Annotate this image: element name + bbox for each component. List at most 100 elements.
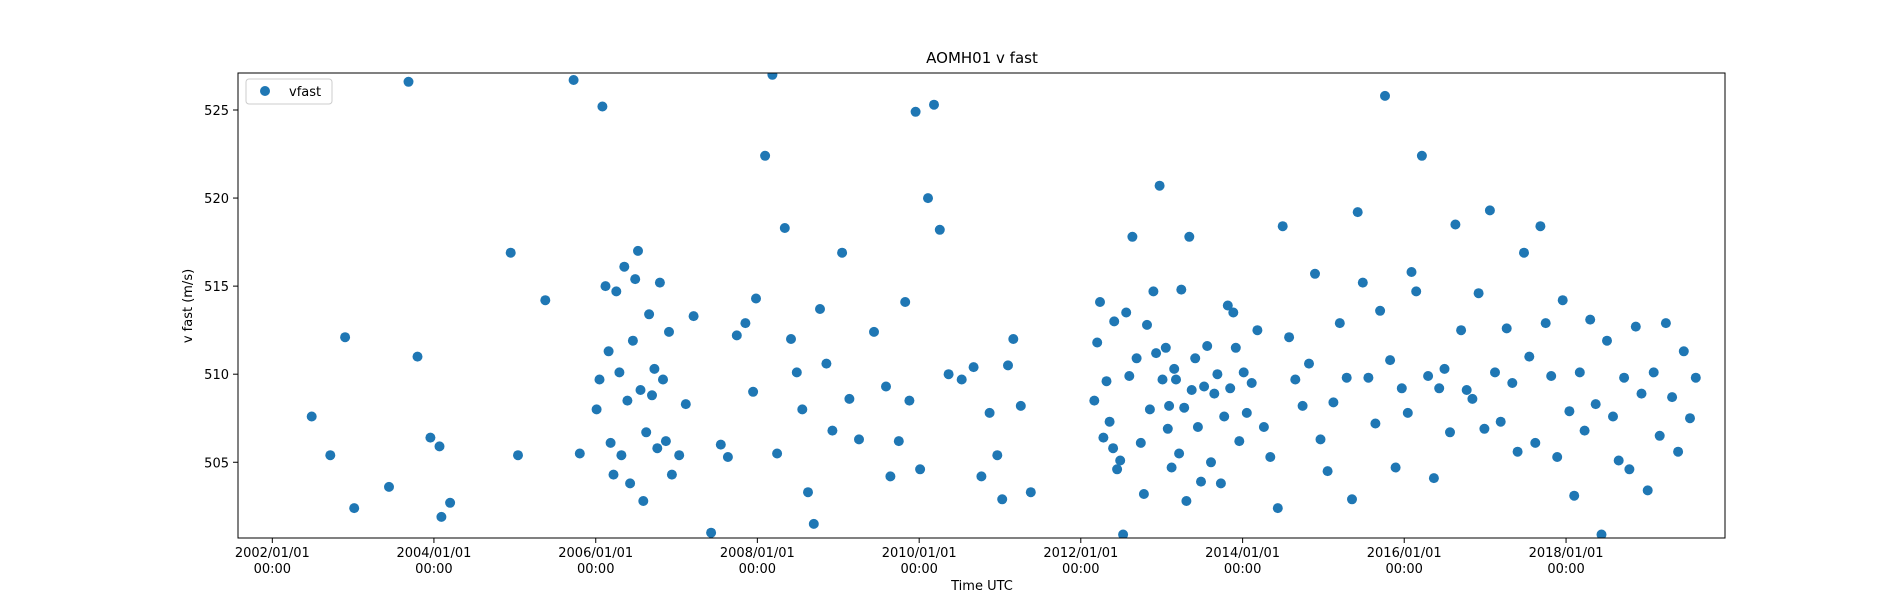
data-point — [1535, 221, 1546, 232]
data-point — [821, 358, 832, 369]
data-point — [1166, 462, 1177, 473]
data-point — [1225, 383, 1236, 394]
data-point — [997, 494, 1008, 505]
data-point — [1569, 490, 1580, 501]
data-point — [630, 274, 641, 285]
data-point — [403, 76, 414, 87]
data-point — [1501, 323, 1512, 334]
data-point — [1375, 305, 1386, 316]
data-point — [1495, 416, 1506, 427]
data-point — [772, 448, 783, 459]
x-tick-label: 2002/01/01 00:00 — [235, 546, 310, 577]
data-point — [1390, 462, 1401, 473]
data-point — [674, 450, 685, 461]
data-point — [594, 374, 605, 385]
data-point — [786, 334, 796, 344]
data-point — [1138, 489, 1149, 499]
data-point — [1423, 371, 1434, 381]
data-point — [649, 363, 660, 374]
data-point — [633, 245, 643, 256]
data-point — [1304, 358, 1314, 369]
x-tick-label: 2016/01/01 00:00 — [1367, 546, 1442, 577]
data-point — [1660, 318, 1671, 329]
data-point — [1104, 416, 1115, 427]
data-point — [505, 247, 516, 258]
data-point — [1439, 363, 1450, 374]
data-point — [603, 346, 614, 357]
data-point — [688, 311, 699, 322]
data-point — [1685, 413, 1695, 424]
data-point — [1507, 378, 1518, 388]
data-point — [1642, 485, 1653, 496]
data-point — [904, 395, 915, 406]
data-point — [680, 399, 691, 410]
data-point — [658, 374, 668, 385]
data-point — [1265, 452, 1276, 462]
legend-label: vfast — [289, 85, 321, 100]
data-point — [910, 106, 921, 117]
x-axis-label: Time UTC — [950, 579, 1013, 594]
data-point — [1179, 402, 1190, 413]
data-point — [1380, 90, 1390, 101]
data-point — [1654, 430, 1665, 441]
data-point — [306, 411, 317, 422]
data-point — [1181, 496, 1192, 506]
data-point — [722, 452, 733, 462]
data-point — [1202, 341, 1213, 351]
legend: vfast — [245, 78, 333, 105]
y-tick-label: 510 — [204, 368, 229, 383]
data-point — [1352, 207, 1363, 218]
data-point — [1602, 335, 1612, 346]
data-point — [1579, 425, 1590, 436]
data-point — [513, 450, 523, 461]
data-point — [434, 441, 445, 452]
x-tick-label: 2008/01/01 00:00 — [720, 546, 795, 577]
data-point — [915, 464, 926, 475]
data-point — [797, 404, 808, 415]
data-point — [1238, 367, 1249, 378]
data-point — [808, 518, 819, 529]
data-point — [1272, 503, 1283, 514]
data-point — [635, 385, 646, 395]
data-point — [885, 471, 896, 482]
data-point — [666, 469, 677, 480]
data-point — [1557, 295, 1568, 306]
data-point — [1176, 284, 1187, 295]
data-point — [568, 75, 579, 85]
data-point — [1490, 367, 1500, 378]
data-point — [574, 448, 585, 459]
data-point — [1098, 432, 1109, 443]
x-tick-label: 2012/01/01 00:00 — [1043, 546, 1118, 577]
data-point — [1564, 406, 1575, 417]
data-point — [956, 374, 967, 385]
data-point — [1112, 464, 1123, 475]
data-point — [1546, 371, 1557, 381]
data-point — [1357, 277, 1368, 288]
data-point — [1608, 411, 1618, 422]
data-point — [1613, 455, 1624, 466]
data-point — [1186, 385, 1197, 395]
data-point — [1206, 457, 1216, 468]
data-point — [1092, 337, 1103, 348]
data-point — [605, 437, 616, 448]
data-point — [384, 481, 394, 492]
data-point — [1222, 300, 1233, 311]
data-point — [1228, 307, 1239, 318]
data-point — [854, 434, 864, 445]
data-point — [1328, 397, 1339, 408]
data-point — [1524, 351, 1535, 362]
data-point — [616, 450, 627, 461]
data-point — [1192, 422, 1203, 432]
data-point — [984, 407, 995, 418]
data-point — [614, 367, 625, 378]
data-point — [1162, 423, 1173, 434]
data-point — [1445, 427, 1455, 438]
legend-box — [245, 78, 333, 105]
data-point — [1246, 378, 1257, 388]
x-tick-label: 2006/01/01 00:00 — [558, 546, 633, 577]
data-point — [1148, 286, 1159, 297]
data-point — [837, 247, 848, 258]
data-point — [1648, 367, 1659, 378]
data-point — [325, 450, 336, 461]
data-point — [706, 527, 717, 538]
